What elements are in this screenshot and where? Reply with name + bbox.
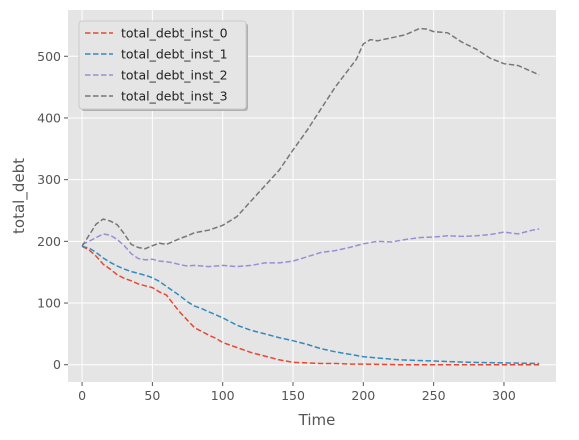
y-tick-label: 300 [37, 172, 61, 187]
series-line-2 [81, 228, 540, 268]
y-tick-label: 0 [53, 357, 61, 372]
x-tick-label: 50 [144, 388, 160, 403]
x-tick-label: 300 [492, 388, 516, 403]
x-tick-label: 250 [422, 388, 446, 403]
legend-label-3: total_debt_inst_3 [121, 89, 228, 104]
legend: total_debt_inst_0 total_debt_inst_1 total_… [78, 20, 248, 111]
series-line-3 [81, 27, 540, 250]
legend-label-2: total_debt_inst_2 [121, 68, 228, 83]
series-line-1 [81, 245, 540, 365]
legend-label-0: total_debt_inst_0 [121, 26, 228, 41]
legend-label-1: total_debt_inst_1 [121, 47, 228, 62]
y-axis-ticks: 0 100 200 300 400 500 [37, 49, 68, 372]
x-tick-label: 200 [351, 388, 375, 403]
x-tick-label: 0 [78, 388, 86, 403]
series-lines [81, 27, 540, 366]
legend-box [78, 20, 247, 110]
x-axis-label: Time [298, 411, 336, 429]
y-tick-label: 500 [37, 49, 61, 64]
x-tick-label: 100 [211, 388, 235, 403]
x-axis-ticks: 0 50 100 150 200 250 300 [78, 382, 516, 403]
y-axis-label: total_debt [10, 158, 29, 234]
y-tick-label: 400 [37, 110, 61, 125]
y-tick-label: 100 [37, 296, 61, 311]
y-tick-label: 200 [37, 234, 61, 249]
series-line-0 [81, 245, 540, 366]
x-tick-label: 150 [281, 388, 305, 403]
